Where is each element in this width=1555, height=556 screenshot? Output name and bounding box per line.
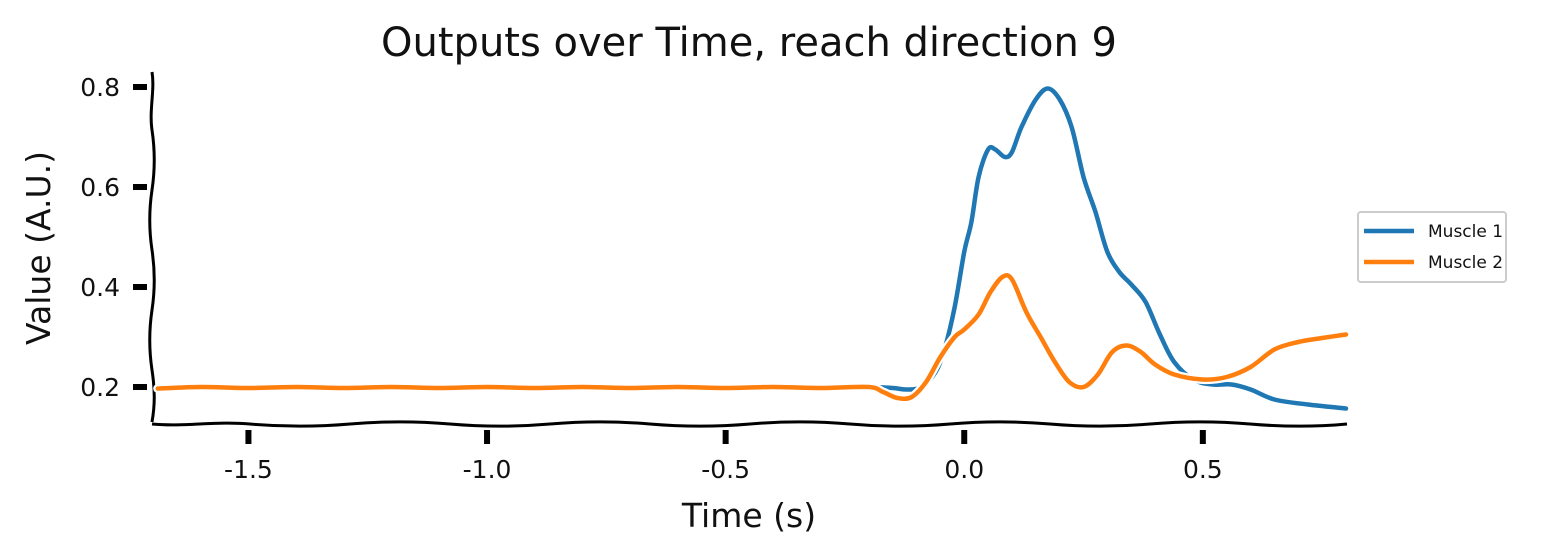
x-tick-label: -0.5 [701, 455, 750, 484]
y-ticks: 0.2 0.4 0.6 0.8 [80, 73, 147, 402]
x-ticks: -1.5 -1.0 -0.5 0.0 0.5 [224, 430, 1223, 484]
x-tick-label: 0.5 [1183, 455, 1223, 484]
x-tick-label: 0.0 [944, 455, 984, 484]
y-axis-label: Value (A.U.) [19, 151, 58, 345]
x-tick-label: -1.0 [463, 455, 512, 484]
series-line-muscle-1 [155, 86, 1349, 411]
x-axis-line [151, 420, 1348, 428]
legend: Muscle 1 Muscle 2 [1357, 211, 1507, 283]
series-line-muscle-2-halo [153, 270, 1351, 404]
legend-label-muscle-1: Muscle 1 [1428, 222, 1503, 242]
y-tick-label: 0.6 [80, 173, 120, 202]
x-tick-label: -1.5 [224, 455, 273, 484]
y-tick-label: 0.2 [80, 373, 120, 402]
legend-label-muscle-2: Muscle 2 [1428, 253, 1503, 273]
x-axis-label: Time (s) [681, 496, 816, 535]
series-line-muscle-2 [155, 273, 1349, 402]
y-tick-label: 0.8 [80, 73, 120, 102]
chart-title: Outputs over Time, reach direction 9 [381, 20, 1117, 66]
series-line-muscle-1-halo [153, 84, 1351, 413]
y-tick-label: 0.4 [80, 273, 120, 302]
y-axis-line [148, 71, 156, 423]
series-lines [153, 84, 1351, 413]
